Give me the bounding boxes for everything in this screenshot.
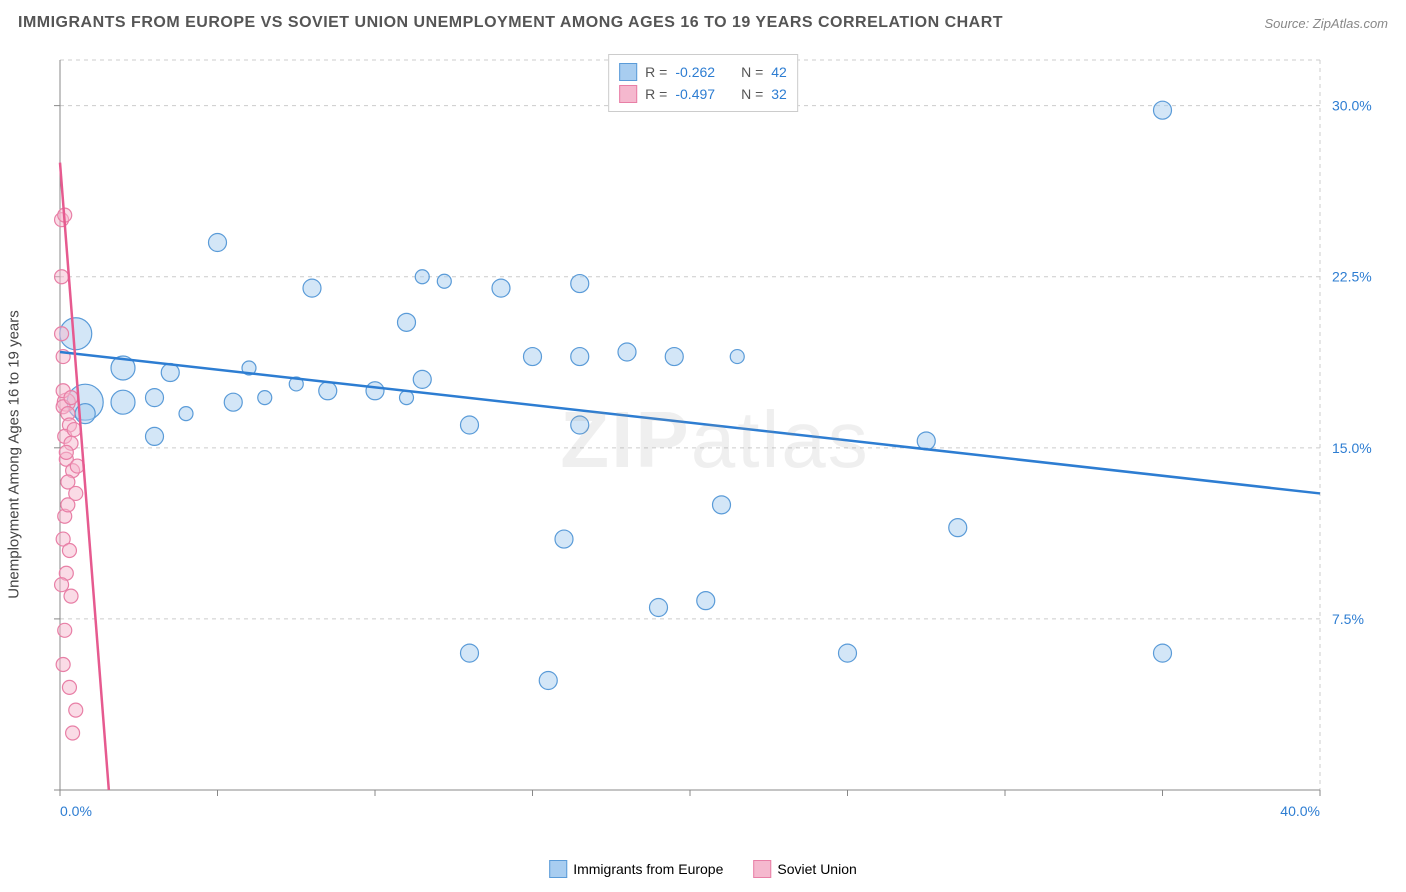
legend-n-label: N =: [741, 64, 763, 80]
legend-label: Immigrants from Europe: [573, 861, 723, 877]
chart-canvas: 0.0% 40.0% 7.5% 15.0% 22.5% 30.0%: [50, 50, 1380, 830]
legend-swatch-europe: [549, 860, 567, 878]
scatter-plot: 0.0%40.0%7.5%15.0%22.5%30.0% ZIPatlas: [50, 50, 1380, 830]
svg-text:15.0%: 15.0%: [1332, 440, 1372, 456]
legend-item: Immigrants from Europe: [549, 860, 723, 878]
legend-r-value: -0.497: [675, 86, 715, 102]
svg-text:7.5%: 7.5%: [1332, 611, 1364, 627]
chart-title: IMMIGRANTS FROM EUROPE VS SOVIET UNION U…: [18, 14, 1003, 32]
series-legend: Immigrants from Europe Soviet Union: [549, 860, 857, 878]
svg-text:30.0%: 30.0%: [1332, 98, 1372, 114]
legend-row: R = -0.497 N = 32: [619, 83, 787, 105]
y-axis-label: Unemployment Among Ages 16 to 19 years: [6, 310, 23, 599]
legend-r-label: R =: [645, 86, 667, 102]
legend-n-value: 42: [771, 64, 787, 80]
title-bar: IMMIGRANTS FROM EUROPE VS SOVIET UNION U…: [18, 14, 1388, 32]
source-attribution: Source: ZipAtlas.com: [1264, 16, 1388, 31]
legend-item: Soviet Union: [753, 860, 856, 878]
legend-swatch-soviet: [753, 860, 771, 878]
legend-label: Soviet Union: [777, 861, 856, 877]
legend-r-label: R =: [645, 64, 667, 80]
legend-n-value: 32: [771, 86, 787, 102]
legend-row: R = -0.262 N = 42: [619, 61, 787, 83]
legend-r-value: -0.262: [675, 64, 715, 80]
svg-text:0.0%: 0.0%: [60, 803, 92, 819]
legend-swatch-europe: [619, 63, 637, 81]
svg-text:22.5%: 22.5%: [1332, 269, 1372, 285]
correlation-legend: R = -0.262 N = 42 R = -0.497 N = 32: [608, 54, 798, 112]
legend-swatch-soviet: [619, 85, 637, 103]
svg-text:40.0%: 40.0%: [1280, 803, 1320, 819]
legend-n-label: N =: [741, 86, 763, 102]
